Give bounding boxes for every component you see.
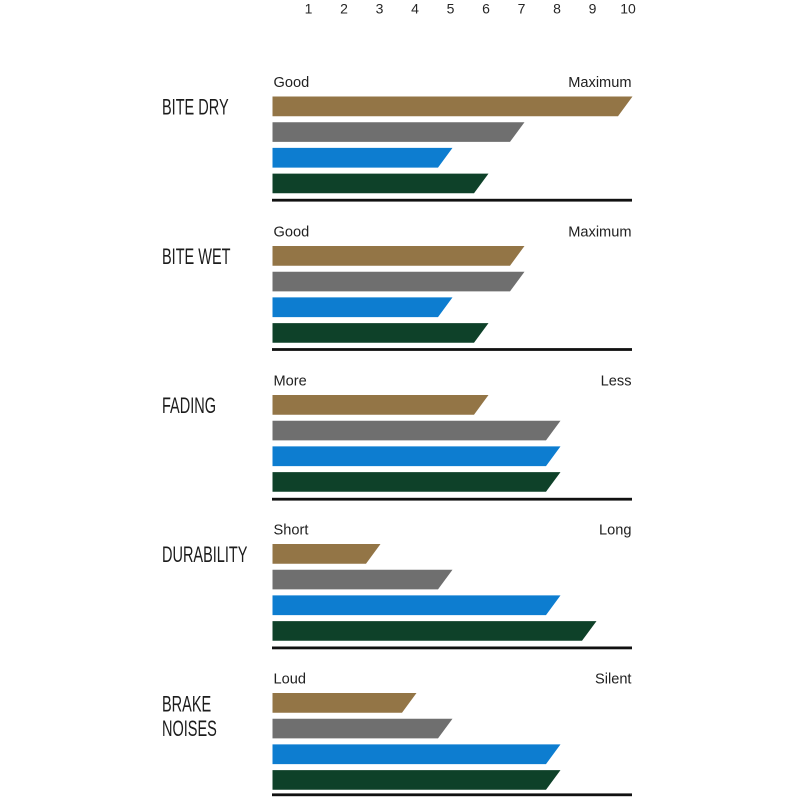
svg-text:Maximum: Maximum — [568, 224, 631, 240]
svg-text:Long: Long — [599, 522, 631, 538]
svg-text:10: 10 — [620, 0, 636, 16]
svg-text:More: More — [274, 373, 307, 389]
svg-text:FADING: FADING — [162, 393, 216, 418]
svg-text:Short: Short — [274, 522, 309, 538]
svg-text:NOISES: NOISES — [162, 716, 217, 741]
svg-text:Good: Good — [274, 75, 310, 91]
svg-text:4: 4 — [411, 0, 419, 16]
svg-text:BITE DRY: BITE DRY — [162, 95, 229, 120]
svg-text:Loud: Loud — [274, 671, 306, 687]
svg-text:5: 5 — [447, 0, 455, 16]
svg-text:Less: Less — [601, 373, 632, 389]
svg-text:DURABILITY: DURABILITY — [162, 542, 248, 567]
svg-text:Silent: Silent — [595, 671, 632, 687]
svg-text:3: 3 — [376, 0, 384, 16]
svg-text:BITE WET: BITE WET — [162, 244, 231, 269]
svg-text:7: 7 — [518, 0, 526, 16]
svg-text:9: 9 — [589, 0, 597, 16]
svg-text:2: 2 — [340, 0, 348, 16]
svg-text:1: 1 — [305, 0, 313, 16]
svg-text:Maximum: Maximum — [568, 75, 631, 91]
svg-text:BRAKE: BRAKE — [162, 691, 211, 716]
svg-text:8: 8 — [553, 0, 561, 16]
svg-text:6: 6 — [482, 0, 490, 16]
svg-text:Good: Good — [274, 224, 310, 240]
